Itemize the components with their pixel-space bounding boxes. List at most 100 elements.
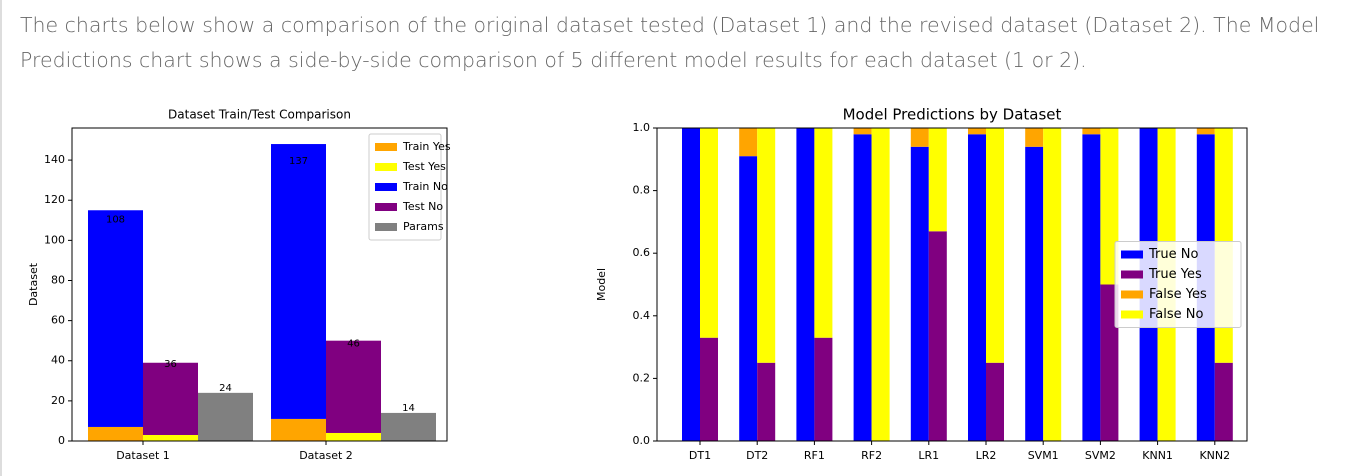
bar-segment <box>271 144 326 419</box>
x-tick-label: LR1 <box>918 449 939 462</box>
y-tick-label: 0.6 <box>633 246 651 259</box>
bar-segment <box>853 128 872 135</box>
legend-swatch <box>375 143 397 151</box>
bar-segment <box>757 128 776 363</box>
y-tick-label: 0 <box>58 434 65 447</box>
bar-segment <box>1100 284 1119 441</box>
y-axis-label: Model <box>595 268 608 301</box>
bar-segment <box>928 128 947 232</box>
legend-swatch <box>375 183 397 191</box>
x-tick-label: SVM1 <box>1028 449 1059 462</box>
bar-segment <box>1100 128 1119 285</box>
x-tick-label: Dataset 1 <box>116 449 170 462</box>
legend-swatch <box>1121 290 1143 299</box>
legend-swatch <box>1121 270 1143 279</box>
x-tick-label: LR2 <box>976 449 997 462</box>
bar-segment <box>986 362 1004 441</box>
bar-segment <box>814 128 833 338</box>
data-label: 108 <box>106 214 125 225</box>
bar-segment <box>1082 128 1101 135</box>
bar-segment <box>757 362 776 441</box>
bar-segment <box>986 128 1004 363</box>
bar-segment <box>700 337 718 441</box>
data-label: 24 <box>219 383 232 394</box>
bar-segment <box>381 412 436 441</box>
data-label: 137 <box>289 156 308 167</box>
y-tick-label: 0.0 <box>633 434 651 447</box>
y-tick-label: 60 <box>51 314 65 327</box>
x-tick-label: Dataset 2 <box>299 449 353 462</box>
data-label: 36 <box>164 359 177 370</box>
bar-segment <box>968 128 986 135</box>
legend-swatch <box>1121 250 1143 259</box>
legend-box <box>368 133 442 241</box>
bar-segment <box>326 432 381 441</box>
bar-segment <box>1025 146 1044 441</box>
legend-label: Train No <box>402 180 448 193</box>
bar-segment <box>1214 362 1233 441</box>
bar-segment <box>739 156 758 442</box>
bar-segment <box>1196 128 1215 135</box>
bar-segment <box>739 128 758 157</box>
data-label: 46 <box>347 339 360 350</box>
bar-segment <box>1082 134 1101 441</box>
intro-text: The charts below show a comparison of th… <box>20 13 1320 72</box>
y-tick-label: 20 <box>51 394 65 407</box>
legend-box <box>1114 241 1242 328</box>
legend-label: True Yes <box>1148 267 1202 282</box>
y-tick-label: 80 <box>51 273 65 286</box>
y-tick-label: 0.4 <box>633 309 651 322</box>
y-tick-label: 120 <box>44 193 65 206</box>
legend-label: Train Yes <box>402 140 451 153</box>
chart-title: Dataset Train/Test Comparison <box>168 108 351 122</box>
bar-segment <box>796 128 815 441</box>
legend-label: Params <box>403 220 444 233</box>
plot-frame <box>656 127 1248 442</box>
legend-label: True No <box>1148 247 1198 262</box>
x-tick-label: DT1 <box>689 449 711 462</box>
plot-frame <box>71 127 448 442</box>
bar-segment <box>682 128 700 441</box>
legend-swatch <box>375 203 397 211</box>
x-tick-label: RF1 <box>804 449 825 462</box>
legend-label: False Yes <box>1149 287 1207 302</box>
bar-segment <box>968 134 986 441</box>
legend-swatch <box>375 163 397 171</box>
x-tick-label: DT2 <box>746 449 768 462</box>
bar-segment <box>853 134 872 441</box>
x-tick-label: KNN2 <box>1199 449 1230 462</box>
bar-segment <box>143 434 198 441</box>
bar-segment <box>88 426 143 441</box>
y-tick-label: 140 <box>44 153 65 166</box>
bar-segment <box>910 128 929 147</box>
bar-segment <box>814 337 833 441</box>
bar-segment <box>1043 128 1062 441</box>
x-tick-label: KNN1 <box>1142 449 1173 462</box>
bar-segment <box>326 340 381 433</box>
bar-segment <box>871 128 890 441</box>
bar-segment <box>1025 128 1044 147</box>
legend-swatch <box>375 223 397 231</box>
bar-segment <box>88 210 143 427</box>
bar-segment <box>198 392 253 441</box>
y-axis-label: Dataset <box>27 262 40 306</box>
y-tick-label: 0.2 <box>633 371 651 384</box>
legend-label: Test Yes <box>402 160 446 173</box>
bar-segment <box>700 128 718 338</box>
x-tick-label: SVM2 <box>1085 449 1116 462</box>
data-label: 14 <box>402 403 415 414</box>
y-tick-label: 0.8 <box>633 184 651 197</box>
y-tick-label: 100 <box>44 233 65 246</box>
bar-segment <box>271 418 326 441</box>
legend-swatch <box>1121 310 1143 319</box>
chart-title: Model Predictions by Dataset <box>843 106 1062 124</box>
legend-label: False No <box>1149 307 1203 322</box>
y-tick-label: 40 <box>51 354 65 367</box>
x-tick-label: RF2 <box>861 449 882 462</box>
y-tick-label: 1.0 <box>633 121 651 134</box>
bar-segment <box>928 231 947 441</box>
bar-segment <box>910 146 929 441</box>
legend-label: Test No <box>402 200 443 213</box>
